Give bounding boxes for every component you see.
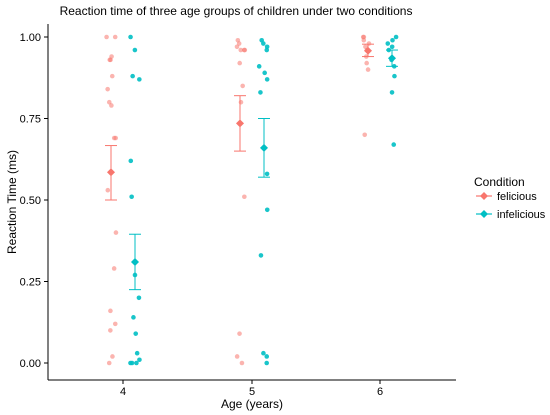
legend-label: felicious [497, 191, 537, 203]
data-point [362, 132, 368, 138]
mean-marker [131, 257, 139, 266]
data-point [110, 354, 115, 359]
data-point [390, 37, 395, 43]
data-point [361, 34, 367, 40]
data-point [237, 60, 243, 66]
legend-key-marker [480, 210, 488, 218]
data-point [131, 315, 136, 320]
data-point [236, 41, 242, 46]
data-point [365, 67, 371, 72]
data-point [385, 41, 391, 46]
data-point [104, 34, 109, 40]
data-point [264, 360, 269, 366]
data-point [237, 331, 242, 336]
x-tick-label: 6 [377, 386, 383, 398]
y-tick-label: 0.00 [20, 358, 41, 370]
data-point [256, 64, 262, 69]
y-axis-ticks: 0.00 0.25 0.50 0.75 1.00 [20, 32, 48, 370]
y-tick-label: 1.00 [20, 32, 41, 44]
data-point [108, 328, 113, 333]
data-point [113, 230, 119, 235]
data-point [262, 70, 267, 76]
x-tick-label: 4 [120, 386, 126, 398]
y-tick-label: 0.25 [20, 277, 41, 289]
legend-title: Condition [474, 175, 525, 189]
data-point [361, 37, 367, 43]
data-point [130, 73, 135, 79]
data-point [106, 99, 112, 105]
data-point [258, 253, 264, 258]
mean-marker [260, 143, 268, 152]
legend-label: infelicious [497, 209, 546, 221]
data-point [389, 90, 395, 95]
chart-title: Reaction time of three age groups of chi… [60, 4, 413, 18]
data-point [234, 354, 240, 359]
data-point [109, 103, 114, 108]
data-point [261, 41, 266, 46]
x-tick-label: 5 [249, 386, 255, 398]
data-point [264, 47, 270, 53]
data-point [264, 354, 270, 359]
x-axis-label: Age (years) [221, 397, 283, 411]
data-point [366, 41, 372, 46]
data-point [391, 142, 397, 147]
data-point [128, 360, 133, 366]
data-point [129, 194, 134, 200]
data-point [392, 73, 397, 79]
legend: Condition felicious infelicious [474, 175, 546, 221]
mean-marker [364, 46, 372, 55]
data-point [264, 171, 270, 177]
data-point [108, 308, 113, 314]
data-point [242, 194, 247, 200]
data-point [258, 90, 263, 95]
data-point [137, 357, 142, 363]
data-point [105, 187, 111, 193]
data-point [128, 34, 133, 40]
data-point [133, 331, 139, 336]
data-point [109, 73, 115, 79]
data-point [364, 60, 369, 66]
data-point [389, 44, 395, 50]
data-point [241, 47, 247, 53]
data-point [134, 360, 139, 366]
data-point [264, 77, 270, 82]
data-point [132, 47, 138, 53]
data-point [137, 77, 142, 82]
mean-marker [388, 54, 396, 63]
data-point [393, 34, 399, 40]
data-point [111, 135, 117, 141]
data-point [108, 57, 113, 63]
data-point [238, 47, 244, 53]
plot-area [104, 34, 399, 366]
data-point [136, 295, 142, 301]
data-point [239, 360, 245, 366]
legend-key-marker [480, 192, 488, 200]
y-tick-label: 0.50 [20, 195, 41, 207]
data-point [240, 83, 245, 89]
y-axis-label: Reaction Time (ms) [5, 150, 19, 254]
data-point [111, 266, 117, 271]
data-point [234, 44, 240, 50]
y-tick-label: 0.75 [20, 114, 41, 126]
data-point [261, 350, 266, 356]
data-point [105, 86, 110, 92]
data-point [112, 34, 118, 40]
data-point [134, 350, 140, 356]
mean-marker [236, 119, 244, 128]
data-point [264, 207, 270, 213]
data-point [112, 321, 118, 327]
mean-marker [107, 168, 115, 177]
x-axis-ticks: 4 5 6 [120, 380, 383, 398]
data-point [238, 99, 244, 105]
data-point [128, 158, 134, 164]
data-point [106, 360, 112, 366]
